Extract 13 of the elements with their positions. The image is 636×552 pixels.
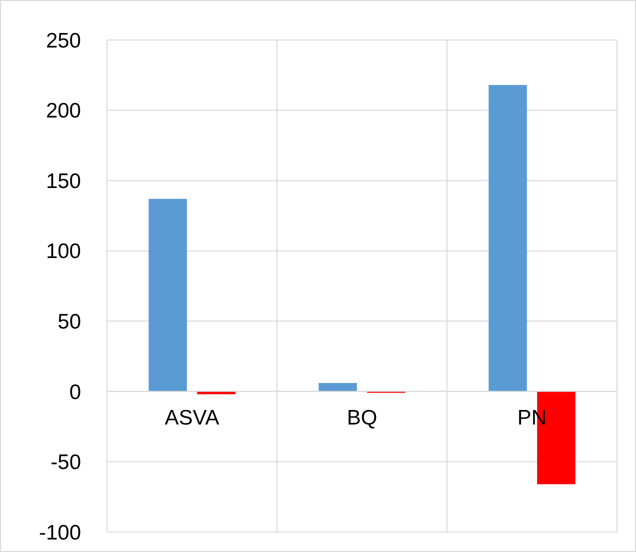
y-tick-label: -100 — [38, 521, 81, 544]
bar — [488, 84, 527, 392]
bar — [148, 198, 187, 392]
x-tick-label: ASVA — [164, 406, 220, 430]
y-tick-label: 100 — [46, 240, 81, 264]
y-tick-label: 250 — [46, 29, 81, 52]
y-tick-label: 200 — [46, 100, 81, 123]
y-tick-label: 50 — [58, 310, 81, 334]
y-tick-label: -50 — [50, 451, 81, 474]
y-tick-label: 150 — [46, 170, 81, 193]
x-tick-label: BQ — [346, 406, 378, 430]
y-tick-label: 0 — [69, 380, 81, 404]
bar — [318, 382, 357, 392]
